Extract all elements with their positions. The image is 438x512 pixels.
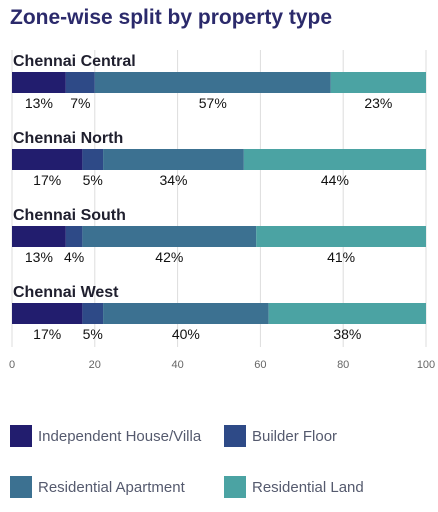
x-tick-label: 40 <box>171 359 183 371</box>
legend-item-residential-apartment: Residential Apartment <box>10 475 185 499</box>
data-label-chennai-north-independent-house-villa: 17% <box>33 172 61 188</box>
bar-segment-chennai-north-independent-house-villa <box>12 149 83 170</box>
x-tick-label: 0 <box>9 359 15 371</box>
bar-segment-chennai-central-residential-apartment <box>94 72 331 93</box>
bar-segment-chennai-south-independent-house-villa <box>12 226 66 247</box>
legend-label-residential-apartment: Residential Apartment <box>38 478 185 496</box>
legend-label-builder-floor: Builder Floor <box>252 427 338 445</box>
category-label-chennai-south: Chennai South <box>13 207 126 224</box>
bar-segment-chennai-north-builder-floor <box>82 149 104 170</box>
stacked-bar-chart: 0 20 40 60 80 100 Chennai Central 13% 7% 57% 23% Ch… <box>9 50 435 371</box>
data-label-chennai-north-builder-floor: 5% <box>83 172 103 188</box>
legend-swatch-residential-apartment <box>10 476 32 498</box>
data-label-chennai-north-residential-apartment: 34% <box>159 172 187 188</box>
legend-item-residential-land: Residential Land <box>224 475 364 499</box>
data-label-chennai-west-independent-house-villa: 17% <box>33 326 61 342</box>
bar-segment-chennai-north-residential-apartment <box>103 149 244 170</box>
bar-segment-chennai-west-independent-house-villa <box>12 303 83 324</box>
legend-swatch-independent-house <box>10 425 32 447</box>
bar-segment-chennai-west-residential-apartment <box>103 303 269 324</box>
legend-item-independent-house: Independent House/Villa <box>10 424 201 448</box>
legend-swatch-residential-land <box>224 476 246 498</box>
bar-segment-chennai-central-residential-land <box>330 72 426 93</box>
data-label-chennai-central-residential-apartment: 57% <box>199 95 227 111</box>
data-label-chennai-central-builder-floor: 7% <box>70 95 90 111</box>
bar-segment-chennai-south-residential-apartment <box>82 226 257 247</box>
data-label-chennai-central-residential-land: 23% <box>364 95 392 111</box>
legend-item-builder-floor: Builder Floor <box>224 424 337 448</box>
bar-segment-chennai-central-independent-house-villa <box>12 72 66 93</box>
bar-segment-chennai-south-builder-floor <box>65 226 83 247</box>
data-label-chennai-west-residential-apartment: 40% <box>172 326 200 342</box>
bar-segment-chennai-west-builder-floor <box>82 303 104 324</box>
data-label-chennai-north-residential-land: 44% <box>321 172 349 188</box>
data-label-chennai-west-residential-land: 38% <box>333 326 361 342</box>
bar-segment-chennai-central-builder-floor <box>65 72 95 93</box>
bar-segment-chennai-west-residential-land <box>268 303 426 324</box>
data-label-chennai-south-residential-apartment: 42% <box>155 249 183 265</box>
chart-title: Zone-wise split by property type <box>10 6 333 29</box>
data-label-chennai-central-independent-house-villa: 13% <box>25 95 53 111</box>
data-label-chennai-south-builder-floor: 4% <box>64 249 84 265</box>
bar-segment-chennai-north-residential-land <box>243 149 426 170</box>
category-label-chennai-west: Chennai West <box>13 284 119 301</box>
legend-label-residential-land: Residential Land <box>252 478 364 496</box>
category-label-chennai-north: Chennai North <box>13 130 123 147</box>
x-tick-label: 100 <box>417 359 435 371</box>
category-label-chennai-central: Chennai Central <box>13 53 136 70</box>
legend-swatch-builder-floor <box>224 425 246 447</box>
chart-legend: Independent House/Villa Builder Floor Re… <box>10 424 430 504</box>
bar-segment-chennai-south-residential-land <box>256 226 426 247</box>
x-tick-label: 20 <box>89 359 101 371</box>
data-label-chennai-west-builder-floor: 5% <box>83 326 103 342</box>
legend-label-independent-house: Independent House/Villa <box>38 427 202 445</box>
x-tick-label: 80 <box>337 359 349 371</box>
data-label-chennai-south-independent-house-villa: 13% <box>25 249 53 265</box>
data-label-chennai-south-residential-land: 41% <box>327 249 355 265</box>
x-tick-label: 60 <box>254 359 266 371</box>
